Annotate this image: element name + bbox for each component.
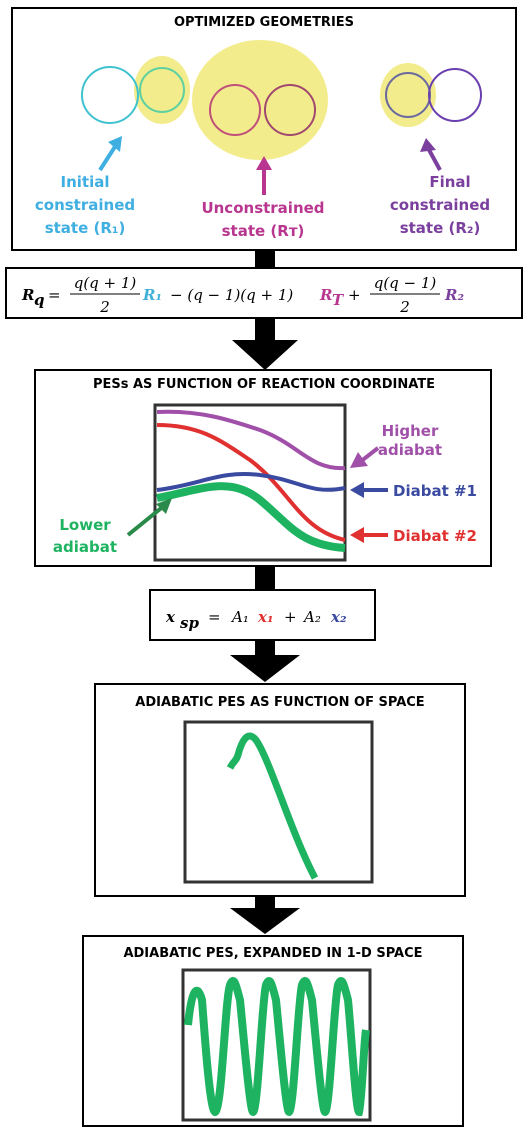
label: Unconstrained state (Rᴛ) [201, 199, 324, 240]
label-line: Unconstrained [201, 199, 324, 217]
eq-part: − (q − 1)(q + 1) [170, 286, 293, 304]
eq-part: q(q − 1) [374, 274, 437, 292]
molecules [81, 66, 482, 136]
eq-part: R₁ [142, 286, 162, 304]
eq-part: T [332, 291, 345, 309]
eq-part: A₂ [302, 608, 321, 626]
label-line: state (R₂) [400, 219, 481, 237]
eq-part: 2 [399, 298, 410, 316]
curves [156, 409, 346, 552]
highlight [134, 56, 190, 124]
plot-frame [183, 720, 374, 884]
eq-part: x₂ [330, 608, 347, 626]
flow-arrow [230, 640, 300, 682]
curve [226, 732, 319, 880]
flow-arrow [255, 566, 275, 590]
flow-arrow [255, 250, 275, 268]
equation: R q = q(q + 1) 2 R₁ − (q − 1)(q + 1) R T… [21, 274, 464, 316]
label: Final constrained state (R₂) [390, 173, 490, 237]
eq-part: = [48, 286, 61, 304]
panel-title: PESs AS FUNCTION OF REACTION COORDINATE [93, 377, 435, 392]
label-line: Lower [59, 516, 111, 534]
equation: x sp = A₁ x₁ + A₂ x₂ [165, 608, 347, 632]
flow-arrow [230, 896, 300, 934]
eq-part: = [208, 608, 221, 626]
label-line: constrained [390, 196, 490, 214]
eq-part: R [319, 286, 332, 304]
eq-part: A₁ [230, 608, 249, 626]
plot-frame [181, 968, 372, 1122]
label: Diabat #2 [393, 527, 477, 545]
eq-part: sp [180, 614, 199, 632]
label: Initial constrained state (R₁) [35, 173, 135, 237]
panel-title: OPTIMIZED GEOMETRIES [174, 15, 354, 30]
panel-box [94, 683, 466, 897]
label-line: Final [429, 173, 470, 191]
label-line: constrained [35, 196, 135, 214]
flow-arrow [232, 318, 298, 370]
eq-part: q [34, 291, 45, 309]
eq-part: R [21, 286, 34, 304]
plot-frame [153, 403, 347, 562]
eq-part: 2 [99, 298, 110, 316]
eq-part: q(q + 1) [74, 274, 137, 292]
label-line: adiabat [53, 538, 117, 556]
eq-part: R₂ [444, 286, 464, 304]
curve [184, 977, 370, 1117]
panel-title: ADIABATIC PES AS FUNCTION OF SPACE [135, 695, 424, 710]
eq-part: + [348, 286, 361, 304]
label-line: state (R₁) [45, 219, 126, 237]
panel-title: ADIABATIC PES, EXPANDED IN 1-D SPACE [123, 946, 422, 961]
label-line: state (Rᴛ) [222, 222, 305, 240]
eq-part: x [165, 608, 176, 626]
label-line: Higher [382, 422, 439, 440]
label-line: Initial [61, 173, 110, 191]
label: Diabat #1 [393, 482, 477, 500]
panel-box [82, 935, 464, 1127]
eq-part: x₁ [257, 608, 274, 626]
highlight [192, 40, 328, 160]
label-line: adiabat [378, 441, 442, 459]
pointer-arrows [126, 446, 388, 543]
eq-part: + [284, 608, 297, 626]
arrows [98, 136, 442, 195]
label: Higher adiabat Diabat #1 Diabat #2 Lower… [53, 422, 477, 556]
